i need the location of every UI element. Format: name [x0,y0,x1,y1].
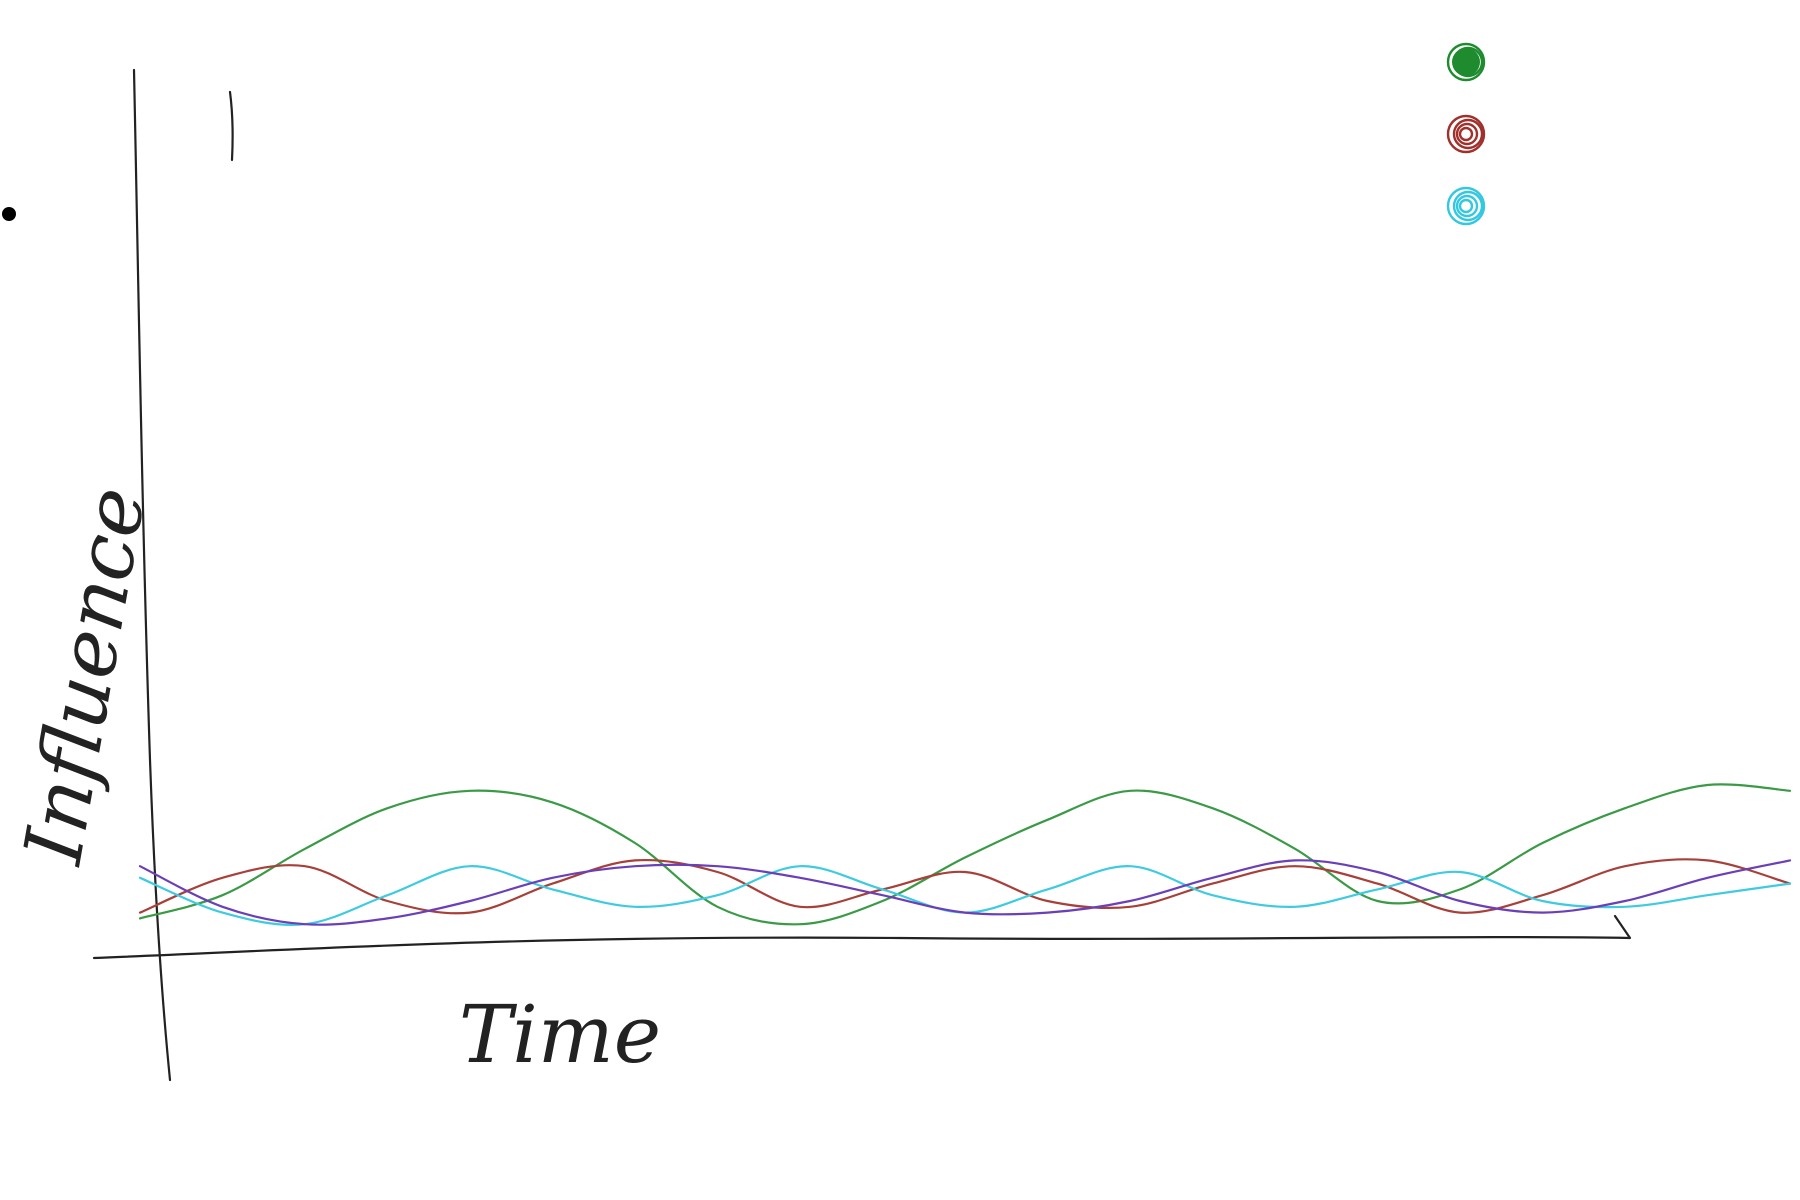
y-axis-label: Influence [6,481,164,872]
legend [1446,42,1486,226]
series-line-4 [138,859,1792,926]
x-axis-label: Time [459,988,661,1081]
legend-marker-3 [1446,186,1486,226]
y-axis-line [132,68,172,1082]
x-axis-line [92,914,1632,960]
series-layer [138,783,1792,926]
stray-tick-mark [228,90,234,162]
stray-dot [2,207,16,221]
legend-marker-2 [1446,114,1486,154]
series-line-1 [138,783,1792,926]
legend-marker-1 [1446,42,1486,82]
series-line-2 [138,858,1792,915]
